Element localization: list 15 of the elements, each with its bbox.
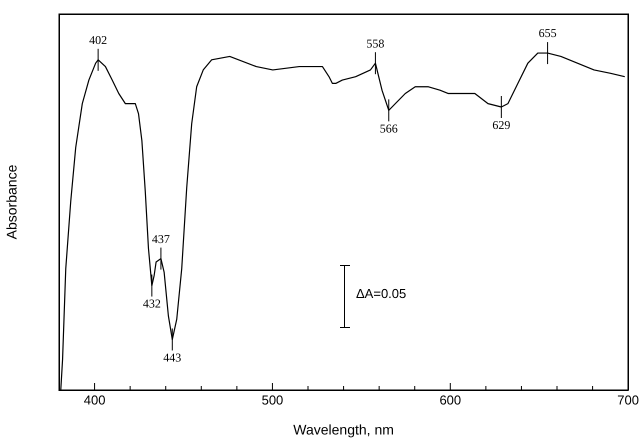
annotation: 558 — [366, 36, 384, 50]
x-tick-label: 500 — [262, 392, 284, 408]
annotation: ΔA=0.05 — [356, 286, 406, 301]
x-tick-label: 700 — [617, 392, 640, 408]
annotation: 432 — [142, 296, 161, 311]
x-tick-label: 600 — [439, 392, 462, 408]
x-axis-title: Wavelength, nm — [293, 421, 394, 438]
annotation: 629 — [492, 118, 510, 132]
annotation: 566 — [380, 122, 398, 136]
annotation: 443 — [163, 350, 182, 365]
y-axis-title: Absorbance — [3, 164, 20, 240]
annotation: 655 — [538, 26, 557, 40]
annotation: 437 — [152, 232, 170, 246]
annotation: 402 — [89, 32, 108, 47]
x-tick-label: 400 — [84, 392, 106, 408]
